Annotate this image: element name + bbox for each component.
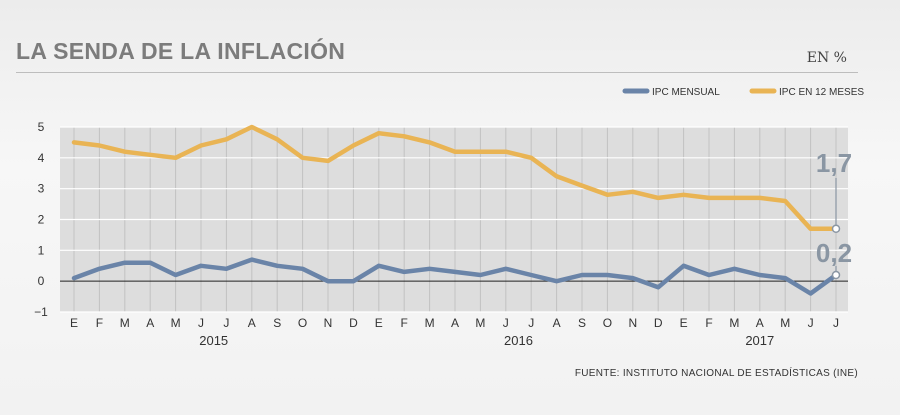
x-tick-label: J — [223, 316, 229, 330]
x-tick-label: F — [401, 316, 408, 330]
legend-label: IPC EN 12 MESES — [779, 87, 864, 98]
x-axis: E F M A M J J A S O N D E F M A M J J A S O N D E F M A M J J 2015 2016 2… — [70, 316, 839, 348]
series-layer — [71, 124, 839, 296]
x-tick-label: J — [198, 316, 204, 330]
x-tick-label: N — [324, 316, 333, 330]
callout-marker — [831, 224, 841, 233]
x-tick-label: E — [375, 316, 383, 330]
callout-label: 0,2 — [816, 238, 852, 268]
y-tick-label: 4 — [38, 151, 45, 165]
x-tick-label: M — [475, 316, 485, 330]
x-tick-label: J — [503, 316, 509, 330]
year-label: 2015 — [199, 333, 228, 348]
x-tick-label: A — [451, 316, 459, 330]
x-tick-label: E — [680, 316, 688, 330]
y-axis: 5 4 3 2 1 0 −1 — [34, 120, 48, 319]
x-tick-label: F — [96, 316, 103, 330]
x-tick-label: J — [528, 316, 534, 330]
chart-title: LA SENDA DE LA INFLACIÓN — [16, 38, 346, 64]
x-tick-label: S — [273, 316, 281, 330]
y-tick-label: 5 — [38, 120, 45, 134]
x-tick-label: E — [70, 316, 78, 330]
y-tick-label: 1 — [38, 243, 45, 257]
series-line-ipc-mensual — [71, 257, 839, 296]
x-tick-label: D — [654, 316, 663, 330]
legend-label: IPC MENSUAL — [652, 87, 720, 98]
year-label: 2016 — [504, 333, 533, 348]
x-tick-label: A — [248, 316, 256, 330]
y-tick-label: 3 — [38, 182, 45, 196]
x-tick-label: M — [780, 316, 790, 330]
grid-lines — [60, 126, 848, 313]
x-tick-label: M — [425, 316, 435, 330]
x-tick-label: A — [756, 316, 764, 330]
source-note: FUENTE: INSTITUTO NACIONAL DE ESTADÍSTIC… — [574, 368, 858, 379]
x-tick-label: F — [705, 316, 712, 330]
x-tick-label: O — [298, 316, 307, 330]
legend: IPC MENSUAL IPC EN 12 MESES — [622, 87, 864, 98]
y-tick-label: −1 — [34, 305, 48, 319]
x-tick-label: O — [603, 316, 612, 330]
callouts: 1,7 0,2 — [816, 148, 852, 280]
title-divider — [16, 72, 858, 73]
x-tick-label: N — [628, 316, 637, 330]
callout-marker — [831, 270, 841, 280]
year-label: 2017 — [745, 333, 774, 348]
x-tick-label: S — [578, 316, 586, 330]
y-tick-label: 2 — [38, 213, 45, 227]
unit-label: EN % — [806, 50, 847, 66]
x-tick-label: M — [171, 316, 181, 330]
callout-label: 1,7 — [816, 148, 852, 178]
x-tick-label: M — [729, 316, 739, 330]
x-tick-label: D — [349, 316, 358, 330]
x-tick-label: M — [120, 316, 130, 330]
series-line-ipc-12-meses — [71, 124, 839, 232]
x-tick-label: J — [833, 316, 839, 330]
x-tick-label: A — [146, 316, 154, 330]
x-tick-label: A — [553, 316, 561, 330]
y-tick-label: 0 — [38, 274, 45, 288]
x-tick-label: J — [808, 316, 814, 330]
